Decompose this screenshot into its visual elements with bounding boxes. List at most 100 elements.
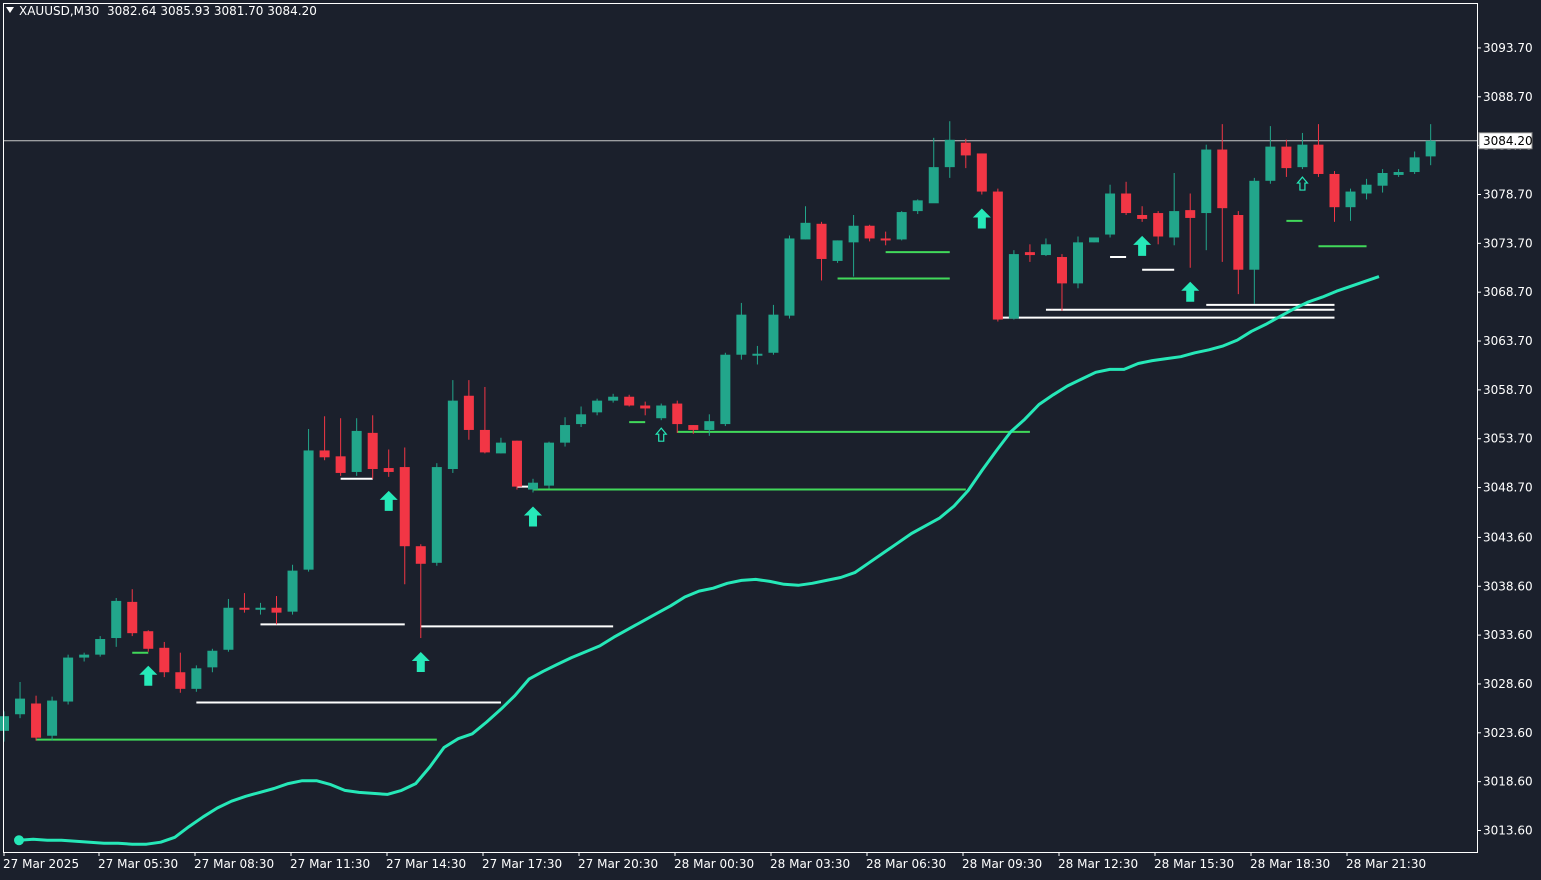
candle-body xyxy=(31,703,42,738)
bear-candle xyxy=(1217,124,1228,262)
bull-candle xyxy=(848,215,859,277)
bull-candle xyxy=(1073,236,1084,289)
price-axis[interactable]: 3093.703088.703083.703078.703073.703068.… xyxy=(1477,41,1533,838)
candle-body xyxy=(640,405,651,409)
price-tick-label: 3078.70 xyxy=(1483,187,1533,201)
buy-arrow-icon xyxy=(972,208,991,229)
bull-candle xyxy=(1105,184,1116,238)
candle-body xyxy=(768,314,779,353)
candle-body xyxy=(1393,172,1404,175)
candle-body xyxy=(1217,149,1228,209)
candle-body xyxy=(383,468,394,472)
candle-body xyxy=(1121,193,1132,214)
candle-body xyxy=(351,430,362,472)
bull-candle xyxy=(191,665,202,692)
candle-body xyxy=(576,414,587,425)
collapse-triangle-icon[interactable] xyxy=(6,7,14,13)
chart-frame xyxy=(3,3,1478,853)
time-axis[interactable]: 27 Mar 2025 27 Mar 05:30 27 Mar 08:30 27 Ma… xyxy=(3,852,1426,871)
price-tick-label: 3058.70 xyxy=(1483,383,1533,397)
candle-body xyxy=(159,647,170,673)
bull-candle xyxy=(768,304,779,355)
time-tick-label: 28 Mar 06:30 xyxy=(866,857,946,871)
bull-candle xyxy=(79,652,90,662)
moving-average-layer xyxy=(14,275,1380,846)
candle-body xyxy=(1040,244,1051,256)
candle-body xyxy=(816,223,827,259)
price-tick-label: 3013.60 xyxy=(1483,824,1533,838)
candle-body xyxy=(1249,180,1260,270)
buy-arrow-icon xyxy=(139,665,158,686)
price-tick-label: 3028.60 xyxy=(1483,677,1533,691)
bull-candle xyxy=(95,636,106,657)
bear-candle xyxy=(175,652,186,693)
candle-body xyxy=(688,425,699,430)
candle-body xyxy=(319,450,330,458)
buy-arrow-outline-icon xyxy=(654,427,668,442)
bear-candle xyxy=(271,596,282,625)
bull-candle xyxy=(576,406,587,428)
candle-body xyxy=(1089,237,1100,243)
price-tick-label: 3043.60 xyxy=(1483,530,1533,544)
candle-body xyxy=(303,450,314,570)
bear-candle xyxy=(31,695,42,741)
candle-body xyxy=(1169,211,1180,238)
time-tick-label: 27 Mar 14:30 xyxy=(386,857,466,871)
buy-arrow-icon xyxy=(1133,235,1152,256)
bull-candle xyxy=(544,441,555,489)
bear-candle xyxy=(640,401,651,416)
candle-body xyxy=(896,212,907,240)
candle-body xyxy=(15,698,26,715)
bull-candle xyxy=(1201,144,1212,251)
bear-candle xyxy=(960,138,971,169)
candle-body xyxy=(63,657,74,702)
bear-candle xyxy=(816,221,827,281)
time-tick-label: 28 Mar 00:30 xyxy=(674,857,754,871)
candle-body xyxy=(223,607,234,650)
bear-candle xyxy=(880,231,891,246)
bull-candle xyxy=(736,302,747,360)
bull-candle xyxy=(1425,124,1436,166)
bull-candle xyxy=(1393,169,1404,177)
bull-candle xyxy=(944,121,955,178)
bear-candle xyxy=(864,224,875,242)
bull-candle xyxy=(1297,132,1308,170)
bear-candle xyxy=(1056,254,1067,311)
bear-candle xyxy=(992,188,1003,322)
symbol-label: XAUUSD,M30 xyxy=(19,4,100,18)
candle-body xyxy=(191,668,202,689)
candle-body xyxy=(287,570,298,612)
candle-body xyxy=(1345,191,1356,208)
buy-arrow-icon xyxy=(523,506,542,527)
time-tick-label: 27 Mar 11:30 xyxy=(290,857,370,871)
candle-body xyxy=(495,442,506,454)
candle-body xyxy=(1056,257,1067,284)
candle-body xyxy=(1265,146,1276,181)
bull-candle xyxy=(1008,250,1019,320)
candle-body xyxy=(527,482,538,490)
candle-body xyxy=(912,200,923,212)
bull-candle xyxy=(720,352,731,427)
price-tick-label: 3093.70 xyxy=(1483,41,1533,55)
bull-candle xyxy=(752,345,763,365)
time-tick-label: 27 Mar 08:30 xyxy=(194,857,274,871)
bull-candle xyxy=(1409,151,1420,174)
candle-body xyxy=(143,631,154,649)
candle-body xyxy=(1361,184,1372,194)
bear-candle xyxy=(1024,244,1035,262)
candle-body xyxy=(79,654,90,658)
bull-candle xyxy=(287,564,298,615)
candle-body xyxy=(704,421,715,430)
candle-body xyxy=(1313,144,1324,174)
bull-candle xyxy=(303,428,314,572)
bull-candle xyxy=(896,211,907,241)
bear-candle xyxy=(367,415,378,479)
candle-body xyxy=(415,546,426,564)
candle-body xyxy=(672,403,683,425)
bear-candle xyxy=(159,641,170,678)
bull-candle xyxy=(704,414,715,436)
bull-candle xyxy=(928,137,939,204)
candle-body xyxy=(752,353,763,356)
